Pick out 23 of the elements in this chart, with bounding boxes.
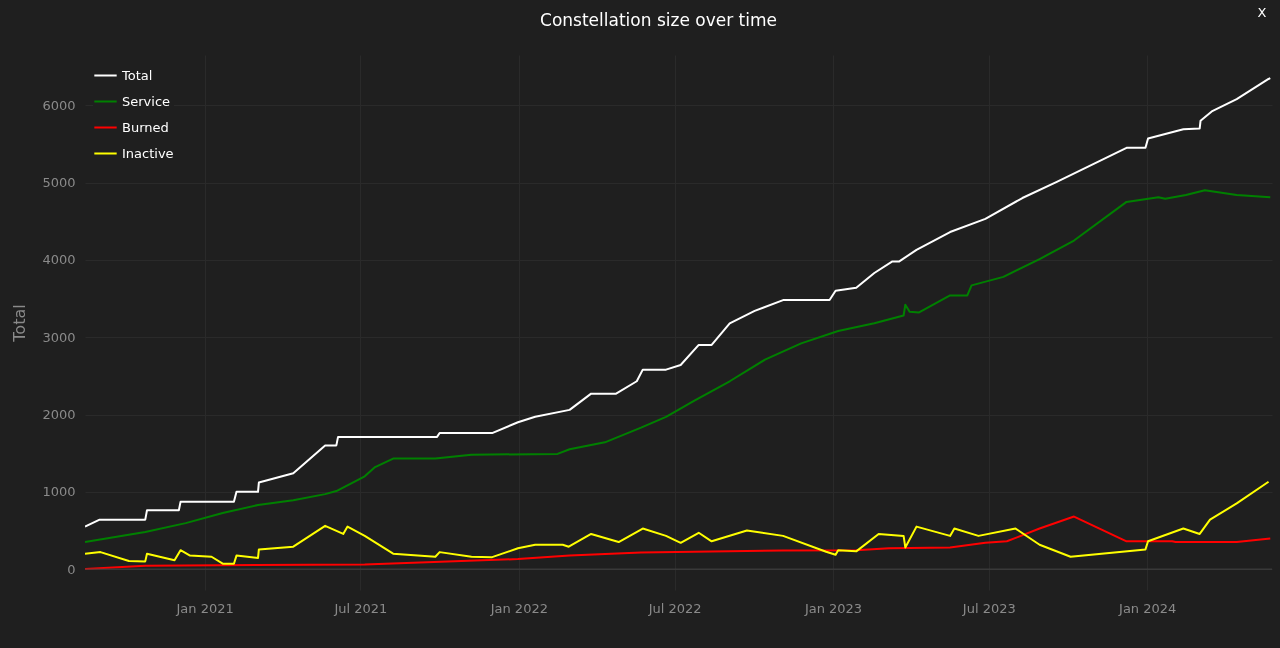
line-series: [85, 189, 1272, 544]
y-axis-title: Total: [10, 304, 30, 343]
x-tick-label: Jan 2024: [1118, 600, 1177, 616]
legend-label: Total: [121, 67, 153, 83]
x-tick-label: Jul 2023: [961, 600, 1016, 616]
legend-label: Service: [122, 93, 171, 109]
x-tick-label: Jan 2021: [175, 600, 234, 616]
x-tick-label: Jan 2023: [803, 600, 863, 616]
text: X: [1257, 5, 1267, 20]
line-series: [85, 480, 1270, 565]
x-tick-label: Jan 2022: [489, 600, 548, 616]
y-tick-label: 4000: [42, 252, 76, 268]
y-tick-label: 1000: [42, 484, 76, 500]
y-tick-label: 6000: [42, 97, 76, 113]
y-tick-label: 2000: [42, 407, 76, 422]
chart-title: Constellation size over time: [540, 10, 777, 30]
legend-label: Burned: [122, 119, 169, 135]
x-tick-label: Jul 2021: [333, 600, 388, 616]
y-tick-label: 0: [67, 561, 76, 577]
legend-label: Inactive: [122, 145, 174, 161]
y-tick-label: 3000: [42, 329, 76, 345]
x-tick-label: Jul 2022: [647, 600, 702, 616]
y-tick-label: 5000: [42, 175, 76, 191]
